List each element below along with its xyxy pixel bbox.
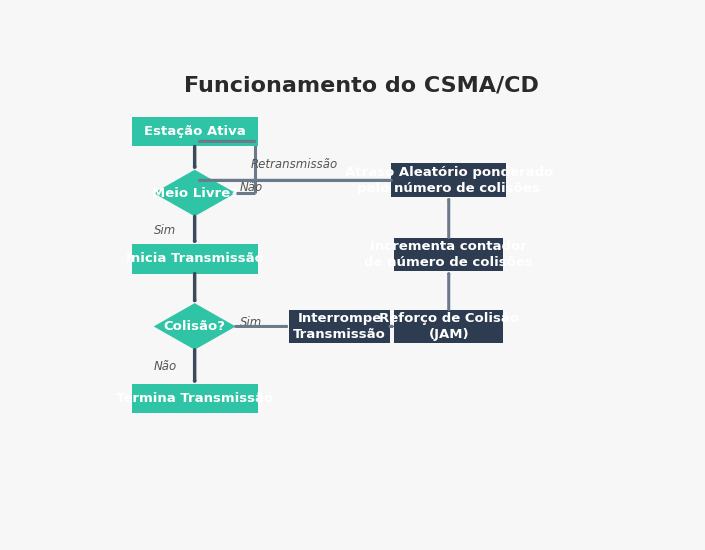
Text: Retransmissão: Retransmissão [251,158,338,171]
Text: Não: Não [154,360,177,373]
FancyBboxPatch shape [391,163,506,197]
Text: Não: Não [240,182,263,195]
FancyBboxPatch shape [132,244,257,273]
FancyBboxPatch shape [132,117,257,146]
FancyBboxPatch shape [132,384,257,413]
Text: Meio Livre?: Meio Livre? [152,186,238,200]
Text: Incrementa contador
de número de colisões: Incrementa contador de número de colisõe… [364,240,533,269]
Text: Estação Ativa: Estação Ativa [144,125,245,138]
Text: Reforço de Colisão
(JAM): Reforço de Colisão (JAM) [379,312,519,341]
Text: Inicia Transmissão: Inicia Transmissão [125,252,264,265]
Text: Termina Transmissão: Termina Transmissão [116,392,274,405]
Text: Interrompe
Transmissão: Interrompe Transmissão [293,312,386,341]
Polygon shape [154,303,235,350]
Polygon shape [154,170,235,216]
FancyBboxPatch shape [289,310,390,343]
FancyBboxPatch shape [394,238,503,271]
FancyBboxPatch shape [394,310,503,343]
Text: Sim: Sim [154,224,176,236]
Text: Funcionamento do CSMA/CD: Funcionamento do CSMA/CD [184,75,539,95]
Text: Colisão?: Colisão? [164,320,226,333]
Text: Sim: Sim [240,316,262,329]
Text: Atraso Aleatório ponderado
pelo número de colisões: Atraso Aleatório ponderado pelo número d… [345,166,553,195]
